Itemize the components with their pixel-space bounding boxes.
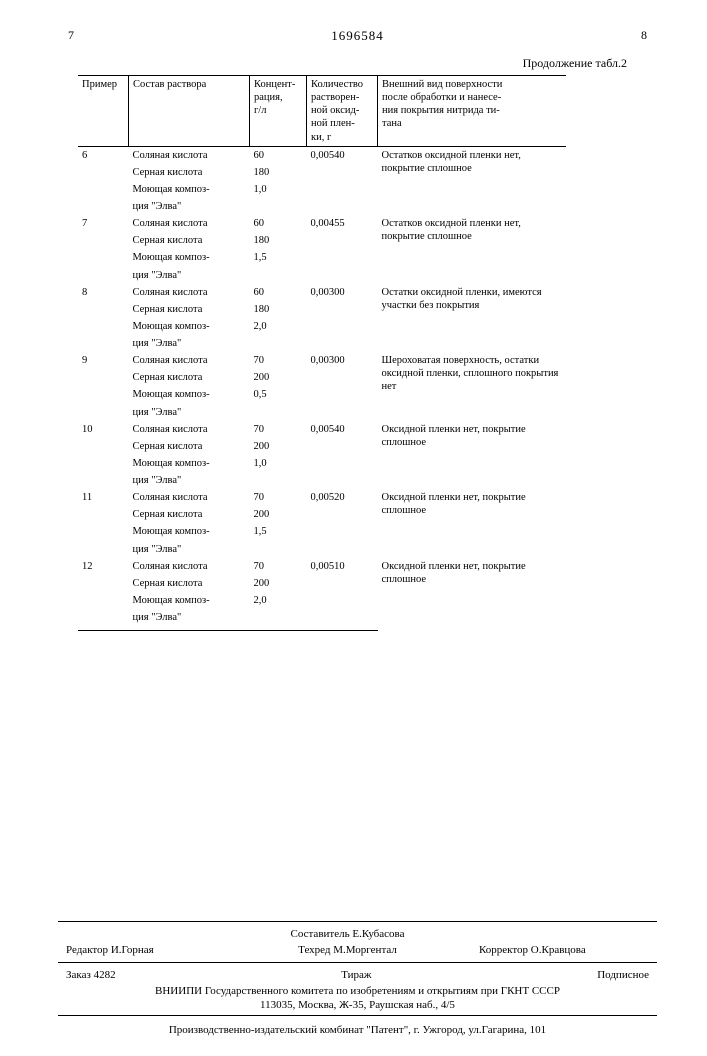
cell-konc: 180: [250, 232, 307, 249]
cell-comp: Моющая композ-: [129, 455, 250, 472]
address-line: 113035, Москва, Ж-35, Раушская наб., 4/5: [58, 999, 657, 1011]
cell-comp: Моющая композ-: [129, 386, 250, 403]
cell-comp: Моющая композ-: [129, 318, 250, 335]
cell-comp: Соляная кислота: [129, 215, 250, 232]
cell-konc: 1,0: [250, 455, 307, 472]
podpisnoe-label: Подписное: [597, 969, 649, 981]
cell-primer: 11: [78, 489, 129, 506]
cell-vid: Остатки оксидной пленки, имеются участки…: [378, 284, 567, 353]
footer-block: Составитель Е.Кубасова Редактор И.Горная…: [58, 921, 657, 1036]
cell-konc: 0,5: [250, 386, 307, 403]
cell-konc: 2,0: [250, 318, 307, 335]
cell-kol: 0,00540: [307, 421, 378, 438]
cell-comp: Соляная кислота: [129, 284, 250, 301]
cell-konc: 200: [250, 438, 307, 455]
cell-konc: 200: [250, 506, 307, 523]
tehred-name: М.Моргентал: [333, 944, 397, 956]
cell-comp: Серная кислота: [129, 506, 250, 523]
header-vid: Внешний вид поверхности после обработки …: [378, 76, 567, 147]
document-number: 1696584: [331, 28, 384, 44]
compiler-name: Е.Кубасова: [352, 928, 404, 940]
cell-comp: Моющая композ-: [129, 249, 250, 266]
cell-konc: 200: [250, 575, 307, 592]
cell-kol: 0,00510: [307, 558, 378, 575]
cell-konc: 70: [250, 489, 307, 506]
cell-vid: Оксидной пленки нет, покрытие сплошное: [378, 558, 567, 631]
cell-kol: 0,00540: [307, 146, 378, 164]
cell-primer: 6: [78, 146, 129, 164]
cell-konc: 70: [250, 352, 307, 369]
cell-konc: 1,5: [250, 249, 307, 266]
compiler-label: Составитель: [291, 928, 350, 940]
cell-primer: 10: [78, 421, 129, 438]
cell-primer: 12: [78, 558, 129, 575]
cell-comp: Серная кислота: [129, 301, 250, 318]
cell-konc: 180: [250, 164, 307, 181]
cell-comp: ция "Элва": [129, 198, 250, 215]
corrector-label: Корректор: [479, 944, 528, 956]
cell-comp: Серная кислота: [129, 438, 250, 455]
cell-konc: 2,0: [250, 592, 307, 609]
cell-comp: ция "Элва": [129, 335, 250, 352]
cell-comp: Серная кислота: [129, 369, 250, 386]
cell-konc: 70: [250, 558, 307, 575]
header-konc: Концент- рация, г/л: [250, 76, 307, 147]
cell-comp: Соляная кислота: [129, 489, 250, 506]
cell-comp: ция "Элва": [129, 472, 250, 489]
cell-comp: Моющая композ-: [129, 592, 250, 609]
cell-comp: Серная кислота: [129, 164, 250, 181]
institute-line: ВНИИПИ Государственного комитета по изоб…: [58, 983, 657, 999]
cell-comp: ция "Элва": [129, 541, 250, 558]
cell-konc: 180: [250, 301, 307, 318]
cell-kol: 0,00520: [307, 489, 378, 506]
order-num: 4282: [94, 969, 116, 981]
cell-primer: 9: [78, 352, 129, 369]
table-continuation-label: Продолжение табл.2: [58, 56, 627, 71]
cell-kol: 0,00455: [307, 215, 378, 232]
cell-vid: Оксидной пленки нет, покрытие сплошное: [378, 489, 567, 558]
cell-konc: 200: [250, 369, 307, 386]
cell-comp: ция "Элва": [129, 609, 250, 631]
data-table: Пример Состав раствора Концент- рация, г…: [78, 75, 566, 631]
cell-vid: Шероховатая поверхность, остатки оксидно…: [378, 352, 567, 421]
cell-konc: 60: [250, 284, 307, 301]
corrector-name: О.Кравцова: [531, 944, 586, 956]
cell-vid: Остатков оксидной пленки нет, покрытие с…: [378, 215, 567, 284]
tirazh-label: Тираж: [341, 969, 371, 981]
cell-konc: 1,0: [250, 181, 307, 198]
cell-comp: Соляная кислота: [129, 421, 250, 438]
header-kol: Количество растворен- ной оксид- ной пле…: [307, 76, 378, 147]
cell-comp: ция "Элва": [129, 267, 250, 284]
editor-name: И.Горная: [111, 944, 154, 956]
cell-comp: ция "Элва": [129, 404, 250, 421]
cell-kol: 0,00300: [307, 352, 378, 369]
cell-konc: 70: [250, 421, 307, 438]
header-primer: Пример: [78, 76, 129, 147]
cell-comp: Моющая композ-: [129, 181, 250, 198]
order-label: Заказ: [66, 969, 91, 981]
cell-konc: 1,5: [250, 523, 307, 540]
cell-comp: Серная кислота: [129, 232, 250, 249]
page-num-right: 8: [641, 28, 647, 44]
tehred-label: Техред: [298, 944, 330, 956]
cell-vid: Остатков оксидной пленки нет, покрытие с…: [378, 146, 567, 215]
page-num-left: 7: [68, 28, 74, 44]
cell-primer: 7: [78, 215, 129, 232]
production-line: Производственно-издательский комбинат "П…: [58, 1020, 657, 1036]
cell-comp: Соляная кислота: [129, 352, 250, 369]
cell-comp: Серная кислота: [129, 575, 250, 592]
cell-primer: 8: [78, 284, 129, 301]
cell-comp: Моющая композ-: [129, 523, 250, 540]
cell-konc: 60: [250, 215, 307, 232]
cell-comp: Соляная кислота: [129, 558, 250, 575]
cell-vid: Оксидной пленки нет, покрытие сплошное: [378, 421, 567, 490]
cell-kol: 0,00300: [307, 284, 378, 301]
cell-comp: Соляная кислота: [129, 146, 250, 164]
editor-label: Редактор: [66, 944, 108, 956]
header-sostav: Состав раствора: [129, 76, 250, 147]
cell-konc: 60: [250, 146, 307, 164]
